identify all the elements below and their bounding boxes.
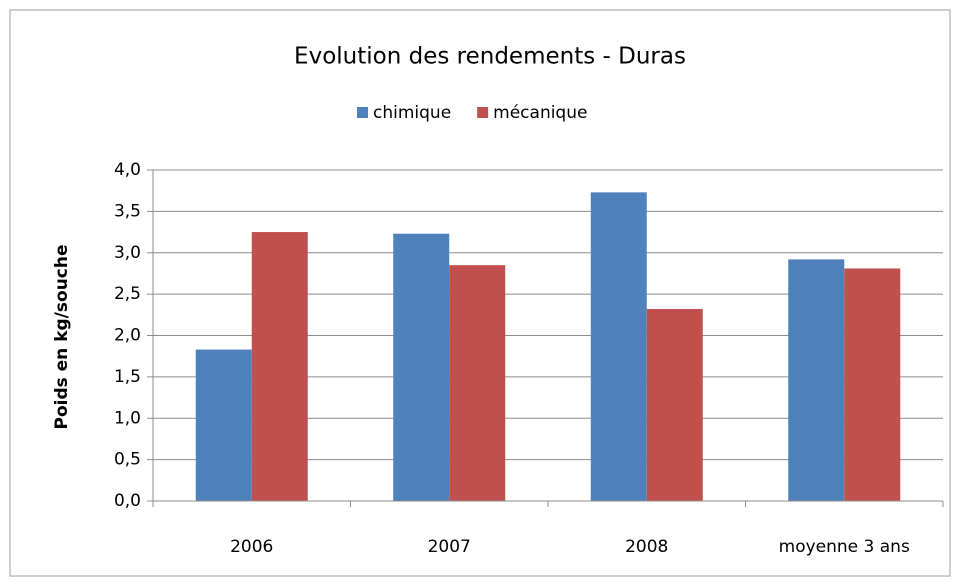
y-tick-label: 3,0: [114, 243, 141, 263]
x-tick-label: 2008: [625, 537, 668, 557]
y-tick-label: 0,0: [114, 491, 141, 511]
legend-swatch: [477, 107, 489, 118]
y-tick-label: 3,5: [114, 201, 141, 221]
x-tick-label: 2006: [230, 537, 273, 557]
x-tick-label: moyenne 3 ans: [779, 537, 910, 557]
chart-title: Evolution des rendements - Duras: [294, 44, 686, 70]
bar: [195, 349, 252, 501]
y-tick-label: 1,5: [114, 367, 141, 387]
bar: [844, 268, 901, 501]
bar: [788, 259, 845, 501]
legend-label: chimique: [373, 103, 451, 123]
bar: [646, 309, 703, 501]
bar: [251, 232, 308, 501]
x-tick-label: 2007: [428, 537, 471, 557]
y-tick-label: 2,0: [114, 326, 141, 346]
bar: [393, 233, 450, 501]
legend-swatch: [357, 107, 368, 118]
bar: [590, 192, 647, 501]
legend-label: mécanique: [493, 103, 587, 123]
y-tick-label: 1,0: [114, 408, 141, 428]
y-tick-label: 2,5: [114, 284, 141, 304]
y-tick-label: 4,0: [114, 160, 141, 180]
bar: [449, 265, 506, 501]
y-tick-label: 0,5: [114, 450, 141, 470]
y-axis-title: Poids en kg/souche: [52, 244, 72, 429]
